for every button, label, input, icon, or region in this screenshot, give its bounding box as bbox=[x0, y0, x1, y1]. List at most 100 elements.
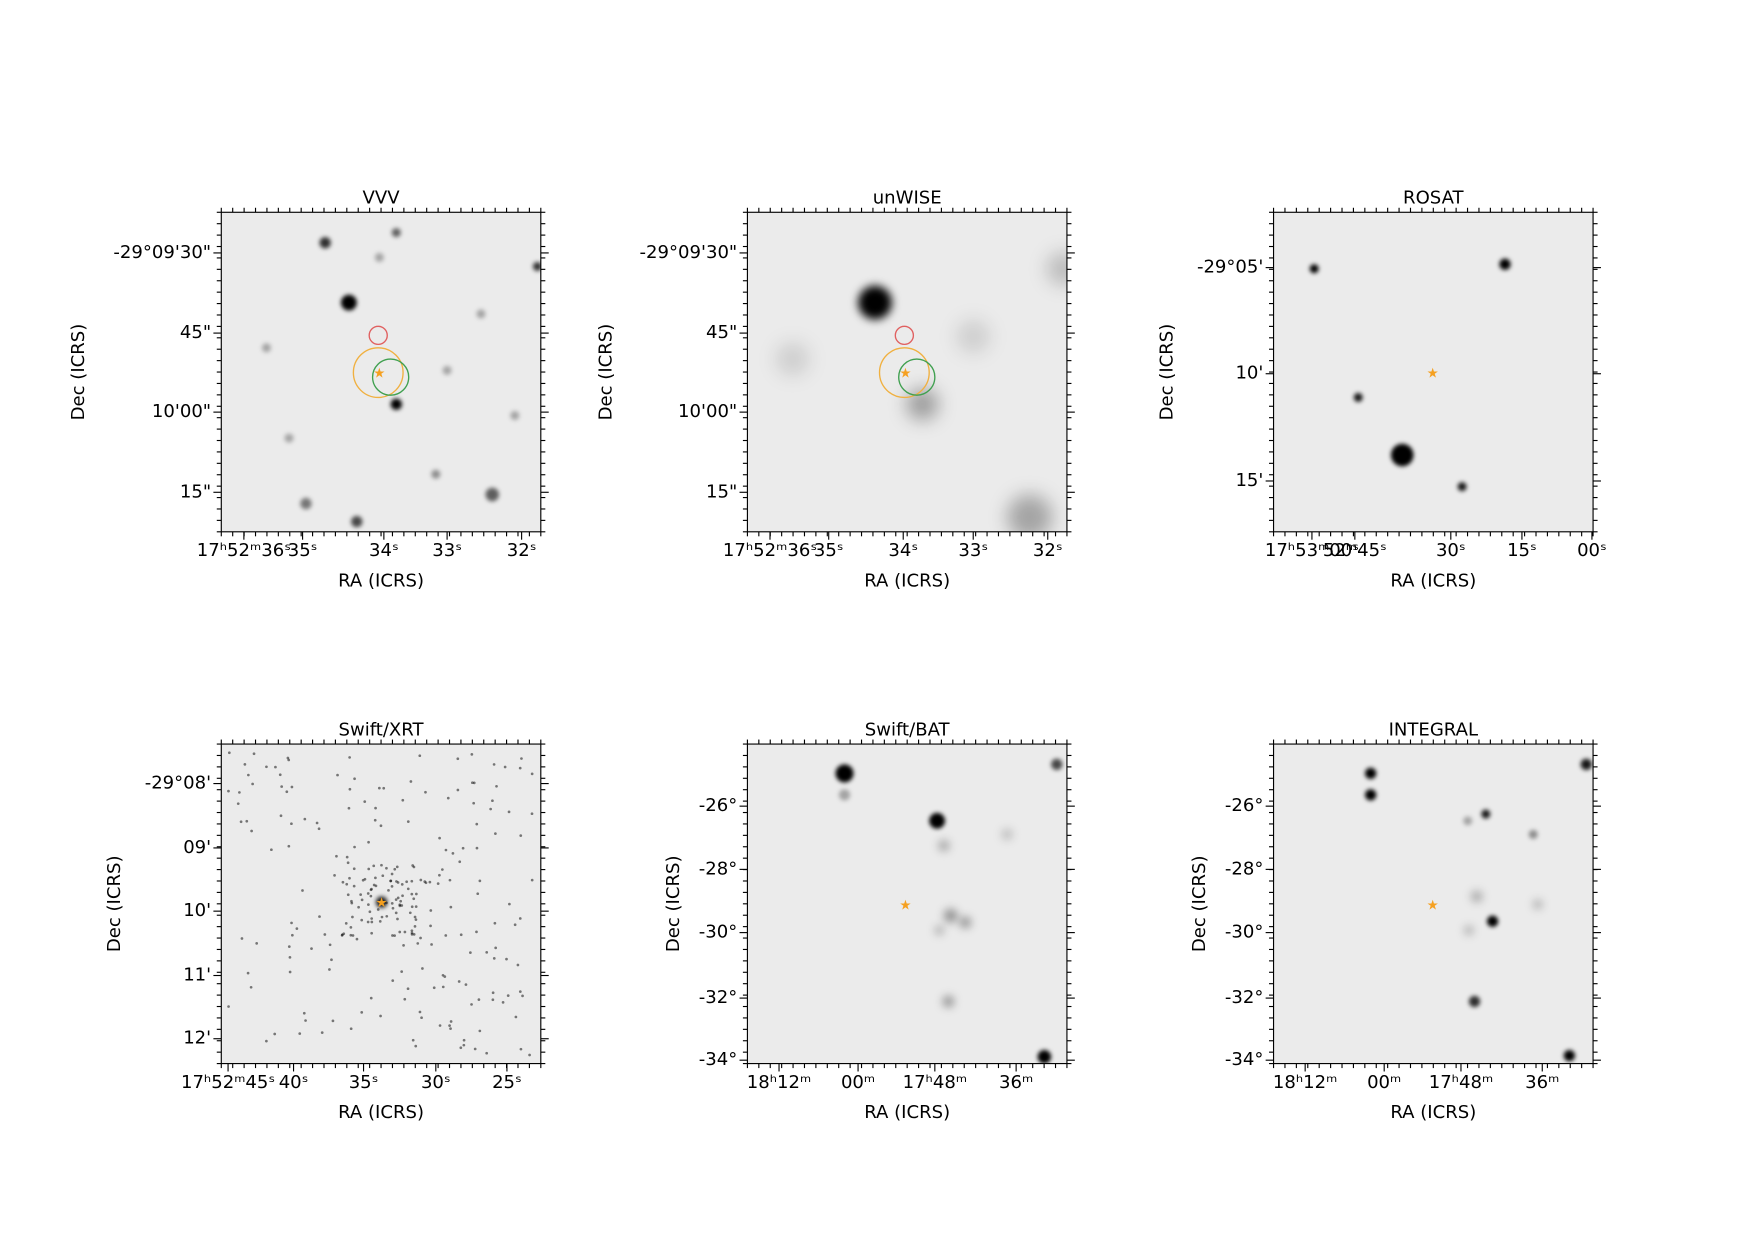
source bbox=[503, 765, 507, 769]
source bbox=[319, 237, 331, 249]
source bbox=[410, 892, 414, 896]
source bbox=[485, 950, 489, 954]
source bbox=[491, 998, 495, 1002]
target-star: ★ bbox=[373, 366, 385, 382]
source bbox=[350, 899, 353, 903]
source bbox=[300, 497, 312, 510]
source bbox=[357, 905, 360, 909]
source bbox=[402, 944, 405, 947]
source bbox=[406, 820, 410, 824]
source bbox=[360, 898, 364, 902]
y-tick-label: 12' bbox=[183, 1028, 211, 1049]
source bbox=[345, 855, 349, 859]
source bbox=[385, 866, 388, 870]
sky-image: ★ bbox=[835, 758, 1063, 1064]
x-tick-label: 52ᵐ45ˢ bbox=[1323, 540, 1387, 561]
x-axis-label: RA (ICRS) bbox=[338, 570, 424, 591]
source bbox=[401, 798, 405, 802]
sky-image: ★ bbox=[1365, 758, 1592, 1062]
x-tick-label: 15ˢ bbox=[1507, 540, 1537, 561]
y-tick-label: -32° bbox=[1225, 987, 1264, 1008]
source bbox=[519, 834, 523, 837]
source bbox=[320, 1031, 324, 1034]
source bbox=[441, 973, 445, 977]
source bbox=[411, 1038, 415, 1042]
source bbox=[394, 911, 398, 915]
y-tick-label: 10' bbox=[183, 900, 211, 921]
source bbox=[475, 822, 479, 826]
y-axis-label: Dec (ICRS) bbox=[68, 324, 89, 421]
source bbox=[372, 883, 376, 887]
x-tick-label: 32ˢ bbox=[507, 540, 537, 561]
y-tick-label: 45" bbox=[180, 322, 211, 343]
source bbox=[430, 943, 433, 946]
source bbox=[348, 876, 351, 880]
source bbox=[391, 934, 394, 937]
source bbox=[393, 934, 396, 938]
source bbox=[265, 1039, 268, 1043]
source bbox=[959, 916, 971, 929]
source bbox=[396, 896, 400, 900]
source bbox=[291, 933, 294, 937]
y-tick-label: -30° bbox=[699, 922, 737, 943]
source bbox=[367, 903, 370, 906]
source bbox=[380, 863, 383, 867]
sky-image: ★ bbox=[1309, 258, 1511, 492]
panel: ★ ROSAT RA (ICRS) Dec (ICRS) 17ʰ53ᵐ00ˢ52ᵐ45ˢ… bbox=[1156, 188, 1606, 592]
source bbox=[838, 789, 851, 801]
source bbox=[398, 904, 402, 908]
source bbox=[1001, 828, 1013, 841]
source bbox=[458, 860, 462, 864]
source bbox=[444, 848, 448, 852]
source bbox=[414, 892, 418, 896]
source bbox=[353, 777, 356, 781]
x-tick-label: 00ˢ bbox=[1577, 540, 1607, 561]
source bbox=[351, 934, 355, 937]
source bbox=[304, 1019, 307, 1022]
source bbox=[491, 799, 494, 803]
source bbox=[265, 765, 268, 769]
source bbox=[227, 789, 230, 793]
source bbox=[419, 878, 423, 882]
source bbox=[285, 790, 289, 794]
x-axis-label: RA (ICRS) bbox=[1390, 570, 1476, 591]
source bbox=[532, 261, 541, 271]
source bbox=[323, 933, 327, 936]
source bbox=[377, 786, 381, 790]
sky-image: ★ bbox=[261, 228, 541, 528]
source bbox=[410, 932, 414, 936]
x-tick-label: 36ᵐ bbox=[999, 1072, 1033, 1093]
source bbox=[333, 874, 336, 877]
source bbox=[518, 917, 522, 920]
source bbox=[513, 923, 517, 927]
source bbox=[432, 986, 436, 990]
error-circle bbox=[368, 325, 388, 346]
source bbox=[942, 995, 955, 1008]
error-circle bbox=[898, 358, 936, 396]
source bbox=[1533, 899, 1543, 909]
source bbox=[418, 754, 422, 758]
source bbox=[475, 930, 478, 934]
y-tick-label: 10'00" bbox=[678, 401, 737, 422]
source bbox=[428, 880, 432, 884]
source bbox=[410, 929, 414, 933]
source bbox=[449, 1027, 452, 1030]
source bbox=[421, 967, 424, 970]
error-circle bbox=[878, 347, 930, 399]
x-tick-label: 17ʰ52ᵐ36ˢ bbox=[723, 540, 817, 561]
source bbox=[1365, 789, 1377, 801]
source bbox=[462, 1038, 466, 1042]
source bbox=[462, 1043, 466, 1047]
source bbox=[390, 872, 394, 876]
source bbox=[441, 985, 445, 989]
panel: ★ INTEGRAL RA (ICRS) Dec (ICRS) 18ʰ12ᵐ 00ᵐ 17ʰ… bbox=[1189, 720, 1601, 1123]
x-tick-label: 34ˢ bbox=[369, 540, 399, 561]
source bbox=[347, 806, 351, 810]
x-tick-label: 35ˢ bbox=[814, 540, 844, 561]
target-star: ★ bbox=[899, 898, 911, 914]
source bbox=[361, 878, 365, 882]
source bbox=[390, 885, 394, 888]
source bbox=[360, 1011, 364, 1014]
y-tick-label: -30° bbox=[1225, 922, 1264, 943]
